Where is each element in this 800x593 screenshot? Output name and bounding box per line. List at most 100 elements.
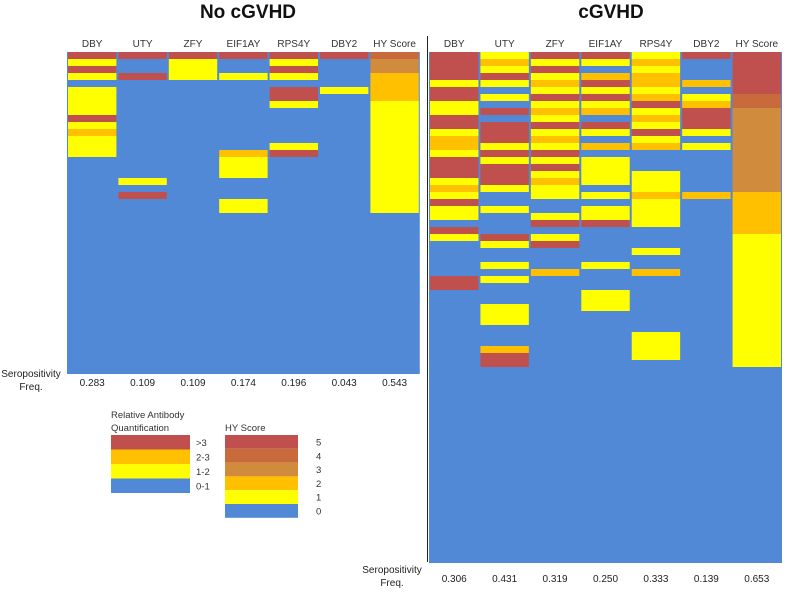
heatmap-cell-hy-score xyxy=(732,52,782,94)
heatmap-cell-dby xyxy=(68,122,117,129)
heatmap-cell-uty xyxy=(118,73,167,80)
heatmap-cell-rps4y xyxy=(631,108,681,115)
heatmap-cell-hy-score xyxy=(370,59,419,73)
heatmap-cell-uty xyxy=(480,80,529,87)
heatmap-cell-uty xyxy=(480,234,529,241)
heatmap-cell-zfy xyxy=(530,220,580,227)
heatmap-cell-zfy xyxy=(530,150,580,157)
frequency-value: 0.174 xyxy=(231,378,256,389)
legend-swatch xyxy=(225,448,298,463)
heatmap-cell-hy-score xyxy=(732,136,782,171)
heatmap-cell-dby2 xyxy=(682,129,731,136)
heatmap-cell-eif1ay xyxy=(581,192,630,199)
legend-title-line: Relative Antibody xyxy=(111,410,185,421)
frequency-value: 0.319 xyxy=(543,574,568,585)
column-header: ZFY xyxy=(546,39,565,50)
heatmap-cell-dby2 xyxy=(682,108,731,129)
heatmap-cell-dby2 xyxy=(682,94,731,101)
heatmap-cell-dby xyxy=(430,150,479,157)
heatmap-cell-rps4y xyxy=(631,248,681,255)
frequency-value: 0.196 xyxy=(281,378,306,389)
heatmap-cell-dby xyxy=(68,115,117,122)
column-header: DBY xyxy=(82,39,103,50)
heatmap-cell-uty xyxy=(480,157,529,164)
heatmap-cell-uty xyxy=(480,66,529,73)
heatmap-cell-rps4y xyxy=(631,115,681,122)
heatmap-cell-uty xyxy=(480,276,529,283)
legend-label: 5 xyxy=(316,438,321,449)
heatmap-cell-eif1ay xyxy=(219,59,268,73)
legend-swatch xyxy=(111,449,190,464)
heatmap-cell-eif1ay xyxy=(581,80,630,87)
heatmap-cell-uty xyxy=(480,143,529,150)
legend-label: 2-3 xyxy=(196,453,210,464)
heatmap-cell-uty xyxy=(480,304,529,325)
heatmap-cell-hy-score xyxy=(370,52,419,59)
heatmap-cell-dby xyxy=(430,129,479,136)
heatmap-cell-uty xyxy=(118,178,167,185)
frequency-value: 0.333 xyxy=(643,574,668,585)
heatmap-cell-dby xyxy=(430,213,479,220)
heatmap-cell-zfy xyxy=(530,122,580,129)
frequency-label-line: Freq. xyxy=(380,578,403,589)
heatmap-cell-eif1ay xyxy=(219,73,268,80)
column-header: HY Score xyxy=(373,39,416,50)
heatmap-cell-dby xyxy=(68,66,117,73)
heatmap-cell-hy-score xyxy=(732,192,782,234)
heatmap-cell-dby2 xyxy=(682,192,731,199)
column-header: EIF1AY xyxy=(227,39,261,50)
heatmap-cell-dby xyxy=(68,136,117,157)
heatmap-cell-uty xyxy=(480,241,529,248)
heatmap-cell-dby xyxy=(430,136,479,150)
heatmap-cell-zfy xyxy=(530,80,580,87)
heatmap-cell-rps4y xyxy=(269,66,318,73)
heatmap-cell-rps4y xyxy=(269,143,318,150)
heatmap-cell-dby2 xyxy=(320,52,369,59)
heatmap-cell-dby xyxy=(430,234,479,241)
heatmap-cell-eif1ay xyxy=(581,59,630,66)
heatmap-cell-zfy xyxy=(530,129,580,136)
heatmap-cell-zfy xyxy=(530,66,580,73)
column-header: RPS4Y xyxy=(640,39,673,50)
heatmap-cell-dby xyxy=(430,192,479,199)
heatmap-cell-rps4y xyxy=(631,73,681,87)
heatmap-cell-hy-score xyxy=(370,73,419,80)
frequency-row-cgvhd: Seropositivity Freq. 0.306 0.431 0.319 0.250 0… xyxy=(362,565,769,589)
heatmap-cell-dby xyxy=(68,73,117,80)
heatmap-cell-uty xyxy=(480,262,529,269)
heatmap-cell-rps4y xyxy=(631,122,681,129)
heatmap-cell-eif1ay xyxy=(581,73,630,80)
heatmap-cell-hy-score xyxy=(732,94,782,108)
heatmap-cell-dby xyxy=(430,276,479,290)
heatmap-cell-uty xyxy=(480,150,529,157)
heatmap-cell-dby xyxy=(430,185,479,192)
heatmap-cell-dby xyxy=(430,80,479,87)
heatmap-cell-dby xyxy=(430,164,479,178)
legend-swatch xyxy=(225,476,298,491)
heatmap-cell-dby xyxy=(430,52,479,80)
column-header: DBY2 xyxy=(693,39,720,50)
heatmap-cell-eif1ay xyxy=(581,129,630,136)
heatmap-cell-zfy xyxy=(530,73,580,80)
heatmap-cell-eif1ay xyxy=(219,150,268,157)
heatmap-cell-dby2 xyxy=(682,52,731,59)
frequency-label-line: Seropositivity xyxy=(362,565,421,576)
heatmap-cells-no-cgvhd xyxy=(67,52,420,374)
heatmap-cell-dby xyxy=(430,199,479,206)
legend-label: 4 xyxy=(316,451,321,462)
heatmap-cell-eif1ay xyxy=(581,262,630,269)
frequency-value: 0.139 xyxy=(694,574,719,585)
heatmap-cell-eif1ay xyxy=(581,178,630,185)
heatmap-cell-rps4y xyxy=(631,101,681,108)
heatmap-cell-rps4y xyxy=(631,171,681,185)
heatmap-cell-zfy xyxy=(530,241,580,248)
heatmap-cell-eif1ay xyxy=(581,220,630,227)
heatmap-cell-dby xyxy=(68,129,117,136)
heatmap-cell-eif1ay xyxy=(581,101,630,108)
heatmap-cell-dby xyxy=(68,52,117,59)
heatmap-cell-zfy xyxy=(530,94,580,101)
heatmap-cell-uty xyxy=(480,108,529,115)
heatmap-cell-eif1ay xyxy=(581,290,630,311)
heatmap-cell-uty xyxy=(118,52,167,59)
